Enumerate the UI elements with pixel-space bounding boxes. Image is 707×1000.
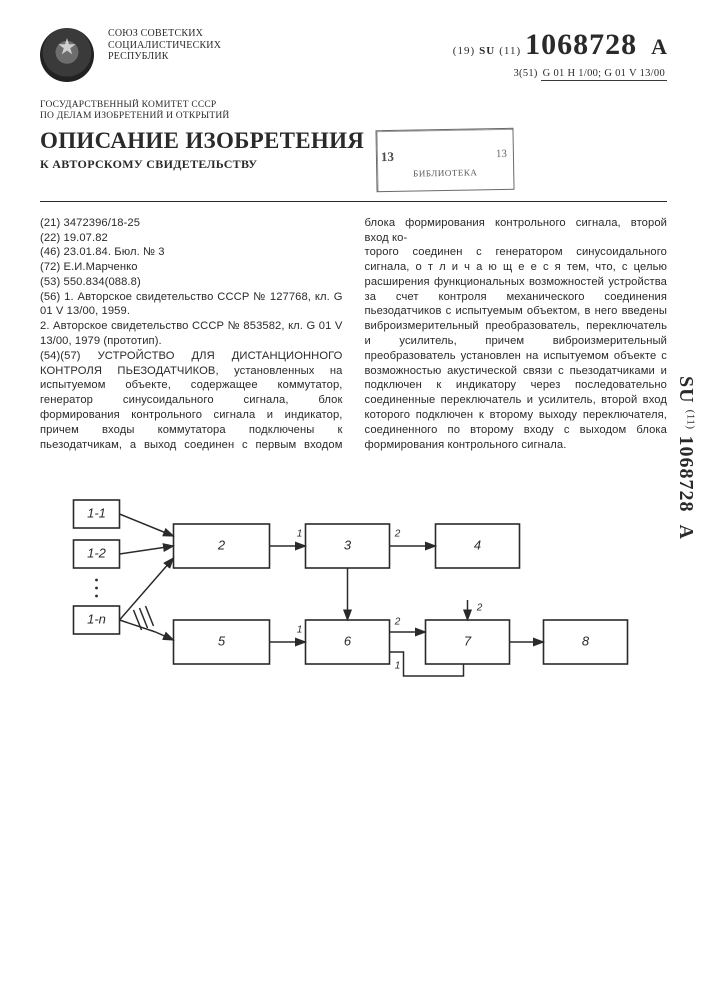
port-1b: 1	[297, 625, 303, 636]
port-2: 2	[394, 529, 401, 540]
code-prefix: (19)	[453, 45, 475, 57]
library-stamp: 13 13 БИБЛИОТЕКА	[376, 128, 515, 192]
spine-id: SU (11) 1068728 A	[674, 376, 697, 540]
union-line: СОЦИАЛИСТИЧЕСКИХ	[108, 40, 221, 52]
class-codes: G 01 H 1/00; G 01 V 13/00	[541, 68, 667, 81]
title-sub: К АВТОРСКОМУ СВИДЕТЕЛЬСТВУ	[40, 157, 364, 172]
box-1-1: 1-1	[87, 506, 106, 521]
title-block: ОПИСАНИЕ ИЗОБРЕТЕНИЯ К АВТОРСКОМУ СВИДЕТ…	[40, 129, 364, 172]
box-1-n: 1-n	[87, 612, 106, 627]
box-6: 6	[344, 634, 352, 649]
spine-number: 1068728	[675, 436, 697, 513]
union-name: СОЮЗ СОВЕТСКИХ СОЦИАЛИСТИЧЕСКИХ РЕСПУБЛИ…	[108, 28, 221, 63]
committee-name: ГОСУДАРСТВЕННЫЙ КОМИТЕТ СССР ПО ДЕЛАМ ИЗ…	[40, 100, 667, 123]
spine-suffix: A	[675, 525, 697, 540]
port-1: 1	[297, 529, 303, 540]
box-8: 8	[582, 634, 590, 649]
divider	[40, 201, 667, 202]
port-2b: 2	[394, 617, 401, 628]
union-line: СОЮЗ СОВЕТСКИХ	[108, 28, 221, 40]
document-id-block: (19) SU (11) 1068728 A 3(51) G 01 H 1/00…	[453, 28, 667, 79]
abstract-body: (21) 3472396/18-25 (22) 19.07.82 (46) 23…	[40, 216, 667, 453]
classification: 3(51) G 01 H 1/00; G 01 V 13/00	[453, 68, 667, 79]
title-main: ОПИСАНИЕ ИЗОБРЕТЕНИЯ	[40, 129, 364, 153]
box-2: 2	[217, 538, 226, 553]
header: СОЮЗ СОВЕТСКИХ СОЦИАЛИСТИЧЕСКИХ РЕСПУБЛИ…	[40, 28, 667, 82]
spine-mid: (11)	[685, 410, 697, 430]
committee-line: ГОСУДАРСТВЕННЫЙ КОМИТЕТ СССР	[40, 100, 667, 111]
diagram-svg: 1-1 1-2 1-n 2 3 4 5 6 7 8 1 2 1 2 1	[40, 480, 667, 740]
port-2c: 2	[476, 603, 483, 614]
stamp-number-right: 13	[496, 147, 507, 161]
box-3: 3	[344, 538, 352, 553]
box-7: 7	[464, 634, 472, 649]
union-line: РЕСПУБЛИК	[108, 51, 221, 63]
title-row: ОПИСАНИЕ ИЗОБРЕТЕНИЯ К АВТОРСКОМУ СВИДЕТ…	[40, 129, 667, 191]
block-diagram: 1-1 1-2 1-n 2 3 4 5 6 7 8 1 2 1 2 1	[40, 480, 667, 745]
spine-country: SU	[675, 376, 697, 404]
stamp-text: БИБЛИОТЕКА	[383, 167, 507, 181]
box-1-2: 1-2	[87, 546, 107, 561]
code-mid: (11)	[499, 45, 521, 57]
port-1c: 1	[395, 661, 401, 672]
committee-line: ПО ДЕЛАМ ИЗОБРЕТЕНИЙ И ОТКРЫТИЙ	[40, 111, 667, 122]
box-5: 5	[218, 634, 226, 649]
box-4: 4	[474, 538, 481, 553]
country-code: SU	[479, 45, 495, 57]
class-prefix: 3(51)	[513, 68, 537, 79]
abstract-right: торого соединен с генератором синусоидал…	[365, 245, 668, 452]
doc-number: 1068728	[525, 28, 637, 61]
stamp-number: 13	[381, 149, 394, 166]
doc-suffix: A	[651, 34, 667, 59]
ussr-emblem-icon	[40, 28, 94, 82]
